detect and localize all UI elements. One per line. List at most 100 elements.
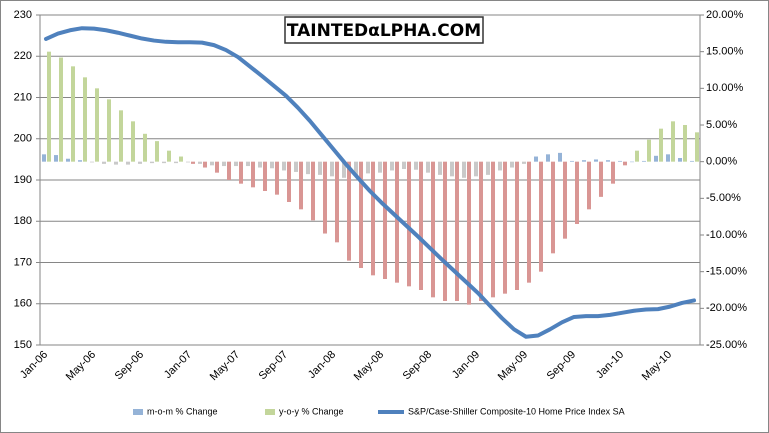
line	[44, 26, 696, 339]
bar	[318, 161, 322, 175]
y-tick-label: 200	[14, 133, 32, 145]
legend-swatch	[265, 409, 275, 415]
bar	[359, 161, 363, 268]
bar	[390, 161, 394, 171]
bar	[551, 161, 555, 254]
bar	[474, 161, 478, 177]
bar	[263, 161, 267, 191]
bar	[419, 161, 423, 290]
watermark-box	[284, 16, 484, 44]
bar	[354, 161, 358, 177]
bar	[107, 99, 111, 162]
bar	[378, 161, 382, 173]
bar	[563, 161, 567, 239]
bar	[623, 161, 627, 166]
y2-tick-label: 0.00%	[706, 156, 737, 168]
bar	[282, 161, 286, 171]
legend-label: m-o-m % Change	[147, 406, 218, 416]
bar	[155, 141, 159, 162]
bar	[54, 155, 58, 162]
bar	[611, 161, 615, 184]
y-tick-label: 220	[14, 50, 32, 62]
bar	[491, 161, 495, 298]
y-tick-label: 150	[14, 339, 32, 351]
bar	[59, 57, 63, 162]
bar	[198, 161, 202, 164]
bar	[90, 161, 94, 163]
bar	[522, 161, 526, 164]
bar	[186, 161, 190, 163]
bar	[174, 161, 178, 164]
bar	[695, 132, 699, 162]
bar	[162, 161, 166, 164]
bar	[42, 154, 46, 162]
bar	[119, 110, 123, 162]
bar	[227, 161, 231, 180]
bar	[95, 88, 99, 162]
bar	[479, 161, 483, 301]
bar	[234, 161, 238, 167]
bar	[371, 161, 375, 276]
y2-tick-label: 20.00%	[706, 9, 744, 21]
bar	[594, 159, 598, 162]
bar	[222, 161, 226, 167]
bar	[143, 133, 147, 162]
bar	[131, 121, 135, 162]
bar	[342, 161, 346, 178]
plot-border	[39, 14, 701, 346]
bar	[467, 161, 471, 305]
bar	[347, 161, 351, 261]
bar	[575, 161, 579, 224]
bar	[414, 161, 418, 170]
bar	[203, 161, 207, 168]
bar	[47, 51, 51, 162]
bar	[683, 125, 687, 162]
bar	[587, 161, 591, 210]
watermark: TAINTEDαLPHA.COM	[287, 21, 481, 41]
legend-swatch	[133, 409, 143, 415]
y2-tick-label: 10.00%	[706, 82, 744, 94]
bar	[78, 160, 82, 162]
bar	[270, 161, 274, 169]
bar	[126, 161, 130, 165]
bar	[191, 161, 195, 164]
bar	[323, 161, 327, 234]
bar	[71, 66, 75, 162]
bar	[407, 161, 411, 287]
bar	[258, 161, 262, 168]
bar	[503, 161, 507, 294]
bar	[215, 161, 219, 173]
bar	[510, 161, 514, 168]
bar	[335, 161, 339, 243]
y2-tick-label: -15.00%	[706, 266, 747, 278]
bar	[582, 160, 586, 162]
y2-tick-label: 5.00%	[706, 119, 737, 131]
bar	[539, 161, 543, 272]
bar	[558, 152, 562, 162]
bar	[599, 161, 603, 197]
bar	[239, 161, 243, 184]
bar	[630, 161, 634, 163]
bar	[671, 121, 675, 162]
bar	[443, 161, 447, 301]
bar	[275, 161, 279, 195]
y-tick-label: 190	[14, 174, 32, 186]
bar	[179, 156, 183, 162]
bar	[654, 155, 658, 162]
bar	[606, 160, 610, 162]
bar	[618, 160, 622, 162]
bar	[462, 161, 466, 178]
bar	[690, 160, 694, 162]
legend-label: S&P/Case-Shiller Composite-10 Home Price…	[408, 406, 625, 416]
bar	[102, 161, 106, 164]
y-tick-label: 230	[14, 9, 32, 21]
bar	[150, 161, 154, 164]
y-tick-label: 170	[14, 256, 32, 268]
bar	[287, 161, 291, 202]
bar	[647, 139, 651, 162]
bar	[306, 161, 310, 175]
y2-tick-label: 15.00%	[706, 46, 744, 58]
legend-label: y-o-y % Change	[279, 406, 344, 416]
bar	[402, 161, 406, 169]
